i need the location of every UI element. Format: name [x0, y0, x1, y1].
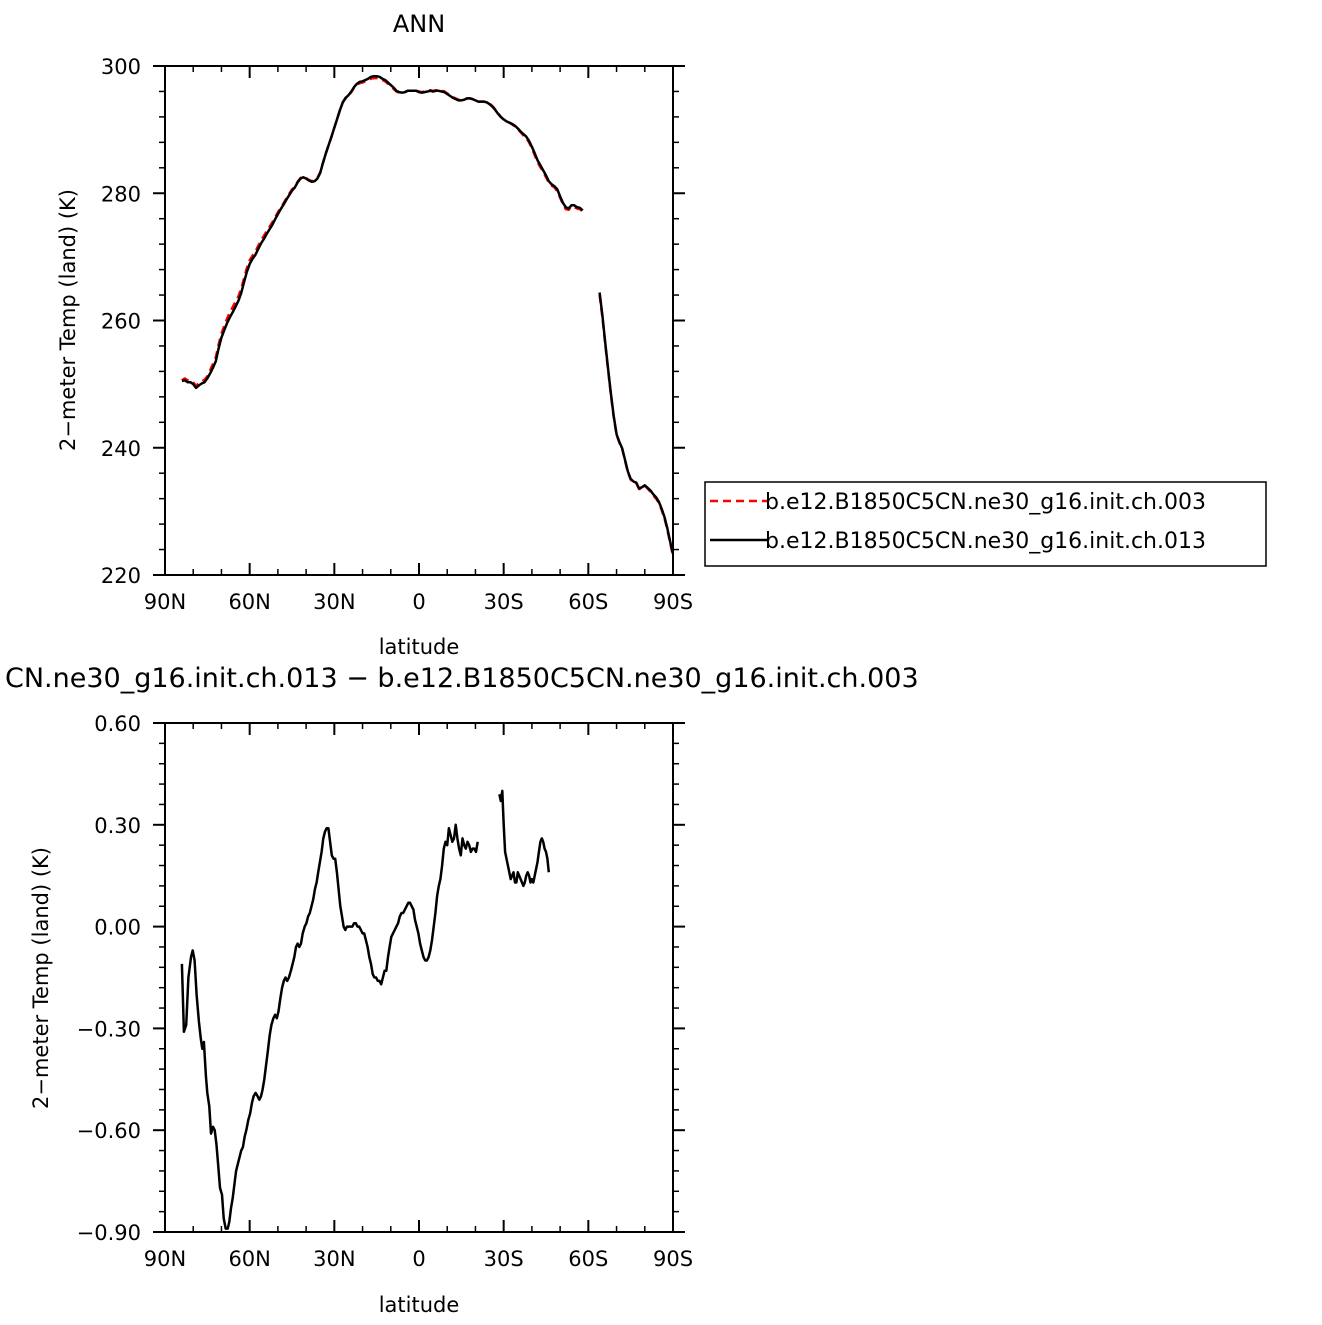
- y-tick-label: −0.30: [77, 1017, 141, 1041]
- x-tick-label: 60N: [228, 1247, 270, 1271]
- legend-label-ch013: b.e12.B1850C5CN.ne30_g16.init.ch.013: [765, 529, 1206, 554]
- x-tick-label: 0: [412, 590, 425, 614]
- x-tick-label: 30S: [484, 590, 524, 614]
- y-tick-label: 240: [101, 437, 141, 461]
- top-y-axis-label: 2−meter Temp (land) (K): [56, 189, 80, 451]
- bottom-axis-ticks: 90N 60N 30N 0 30S 60S 90S −0.90 −0.60 −0.30 0.00 0.…: [77, 712, 693, 1271]
- y-tick-label: 220: [101, 564, 141, 588]
- x-tick-label: 90S: [653, 590, 693, 614]
- top-plot-frame: [164, 65, 674, 576]
- x-tick-label: 30S: [484, 1247, 524, 1271]
- top-chart-title: ANN: [393, 10, 445, 38]
- legend-box: [704, 481, 1267, 567]
- x-tick-label: 90N: [144, 590, 186, 614]
- series-line-0: [180, 823, 479, 1230]
- y-tick-label: −0.60: [77, 1119, 141, 1143]
- y-tick-label: −0.90: [77, 1221, 141, 1245]
- x-tick-label: 30N: [313, 590, 355, 614]
- bottom-series-lines: [180, 789, 551, 1230]
- legend: b.e12.B1850C5CN.ne30_g16.init.ch.003 b.e…: [704, 481, 1267, 567]
- top-panel: ANN 90N 60N 30N 0 30S 60S 90S 220 240 260 280 300 l…: [56, 10, 693, 659]
- x-tick-label: 60S: [568, 590, 608, 614]
- y-tick-label: 0.60: [94, 712, 141, 736]
- top-series-lines: [181, 74, 675, 556]
- bottom-y-axis-label: 2−meter Temp (land) (K): [29, 847, 53, 1109]
- bottom-panel: CN.ne30_g16.init.ch.013 − b.e12.B1850C5C…: [5, 663, 919, 1317]
- series-line-0: [181, 76, 584, 388]
- y-tick-label: 280: [101, 182, 141, 206]
- x-tick-label: 60S: [568, 1247, 608, 1271]
- series-line-0: [498, 789, 551, 888]
- bottom-chart-title: CN.ne30_g16.init.ch.013 − b.e12.B1850C5C…: [5, 663, 919, 694]
- y-tick-label: 0.00: [94, 916, 141, 940]
- series-line-1: [181, 74, 584, 390]
- top-axis-ticks: 90N 60N 30N 0 30S 60S 90S 220 240 260 280 300: [101, 55, 693, 614]
- x-tick-label: 60N: [228, 590, 270, 614]
- x-tick-label: 90N: [144, 1247, 186, 1271]
- top-x-axis-label: latitude: [379, 635, 460, 659]
- y-tick-label: 260: [101, 310, 141, 334]
- bottom-x-axis-label: latitude: [379, 1293, 460, 1317]
- legend-label-ch003: b.e12.B1850C5CN.ne30_g16.init.ch.003: [765, 490, 1206, 515]
- x-tick-label: 0: [412, 1247, 425, 1271]
- x-tick-label: 90S: [653, 1247, 693, 1271]
- series-line-0: [598, 294, 675, 556]
- y-tick-label: 0.30: [94, 814, 141, 838]
- series-line-1: [598, 292, 675, 555]
- x-tick-label: 30N: [313, 1247, 355, 1271]
- y-tick-label: 300: [101, 55, 141, 79]
